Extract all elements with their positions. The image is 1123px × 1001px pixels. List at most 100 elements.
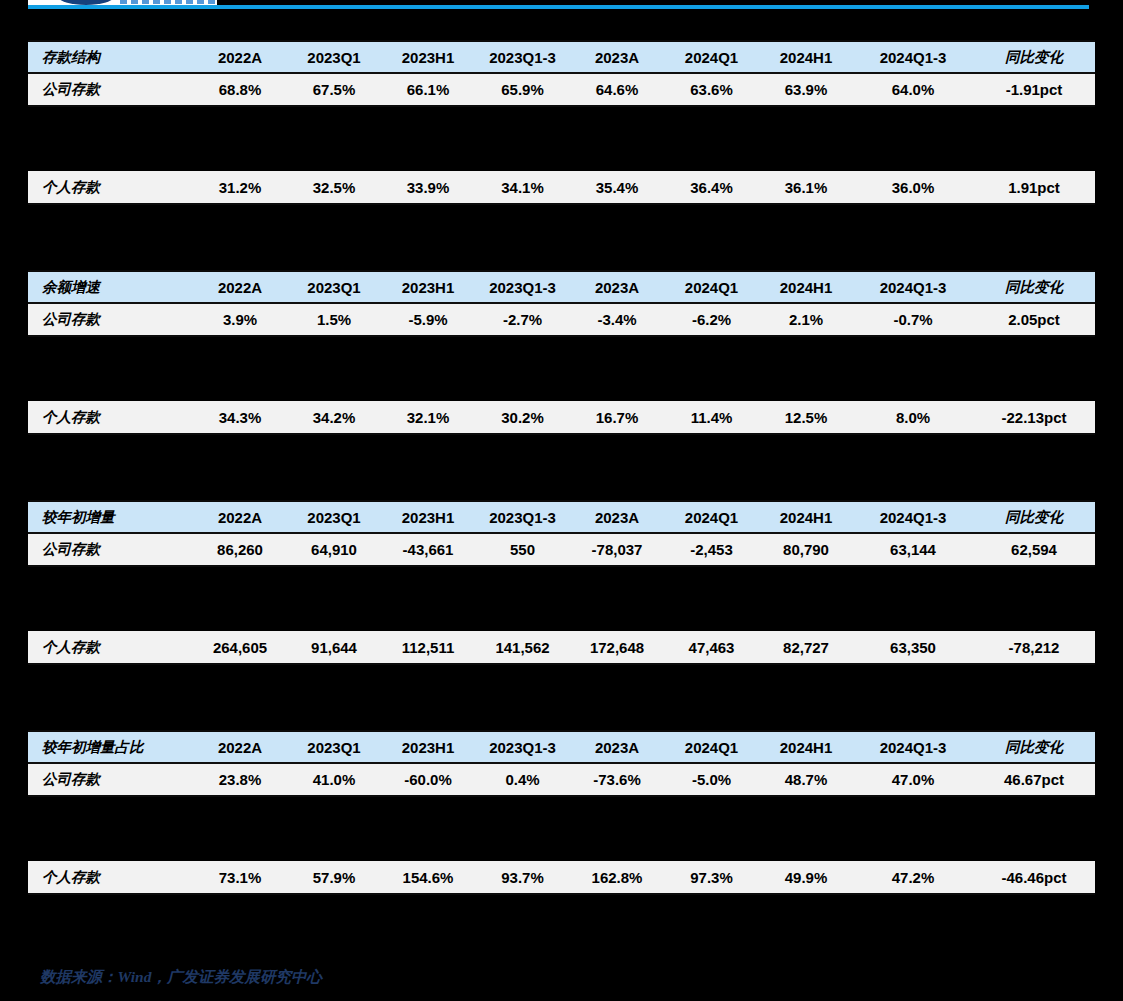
cell-value: -5.0% [664,771,759,788]
table-row-corporate-deposits: 公司存款 23.8% 41.0% -60.0% 0.4% -73.6% -5.0… [28,764,1095,797]
cell-value: 16.7% [570,409,664,426]
cell-value: -5.9% [381,311,475,328]
cell-value: -2,453 [664,541,759,558]
column-header: 2024H1 [759,279,853,296]
cell-value: 48.7% [759,771,853,788]
table-row-personal-deposits: 个人存款 31.2% 32.5% 33.9% 34.1% 35.4% 36.4%… [28,171,1095,205]
column-header: 2023Q1 [287,49,381,66]
column-header: 2022A [193,279,287,296]
cell-value: 68.8% [193,81,287,98]
cell-value: 93.7% [475,869,570,886]
cell-value: 12.5% [759,409,853,426]
cell-value: -78,212 [973,639,1095,656]
cell-value: -22.13pct [973,409,1095,426]
column-header: 2024H1 [759,49,853,66]
cell-value: 32.5% [287,179,381,196]
column-header-yoy: 同比变化 [973,48,1095,67]
cell-value: 32.1% [381,409,475,426]
column-header: 2023Q1 [287,509,381,526]
cell-value: 36.1% [759,179,853,196]
cell-value: 65.9% [475,81,570,98]
table-title: 较年初增量 [28,508,193,527]
cell-value: 82,727 [759,639,853,656]
column-header: 2023H1 [381,49,475,66]
table-row-corporate-deposits: 公司存款 68.8% 67.5% 66.1% 65.9% 64.6% 63.6%… [28,74,1095,107]
cell-value: 86,260 [193,541,287,558]
cell-value: 11.4% [664,409,759,426]
column-header: 2022A [193,739,287,756]
cell-value: 97.3% [664,869,759,886]
cell-value: 8.0% [853,409,973,426]
cell-value: 1.5% [287,311,381,328]
column-header: 2023Q1 [287,279,381,296]
cell-value: 64.6% [570,81,664,98]
cell-value: 47.0% [853,771,973,788]
row-label: 公司存款 [28,80,193,99]
cell-value: 49.9% [759,869,853,886]
cell-value: 2.05pct [973,311,1095,328]
column-header: 2023H1 [381,739,475,756]
table-title: 余额增速 [28,278,193,297]
column-header: 2024Q1-3 [853,49,973,66]
header-divider [28,5,1089,9]
column-header: 2023H1 [381,279,475,296]
table-title: 较年初增量占比 [28,738,193,757]
cell-value: 64.0% [853,81,973,98]
cell-value: 36.4% [664,179,759,196]
cell-value: 33.9% [381,179,475,196]
cell-value: 550 [475,541,570,558]
column-header: 2023Q1-3 [475,49,570,66]
column-header: 2024Q1 [664,279,759,296]
cell-value: 57.9% [287,869,381,886]
cell-value: 91,644 [287,639,381,656]
cell-value: -1.91pct [973,81,1095,98]
column-header-yoy: 同比变化 [973,738,1095,757]
logo-wordmark-icon [120,0,217,4]
table-ytd-increase: 较年初增量 2022A 2023Q1 2023H1 2023Q1-3 2023A… [28,500,1095,665]
cell-value: 172,648 [570,639,664,656]
cell-value: -3.4% [570,311,664,328]
cell-value: 73.1% [193,869,287,886]
cell-value: -46.46pct [973,869,1095,886]
column-header: 2024Q1-3 [853,739,973,756]
row-label: 公司存款 [28,540,193,559]
cell-value: 80,790 [759,541,853,558]
column-header: 2024Q1 [664,49,759,66]
cell-value: 46.67pct [973,771,1095,788]
column-header: 2024Q1-3 [853,279,973,296]
table-row-personal-deposits: 个人存款 34.3% 34.2% 32.1% 30.2% 16.7% 11.4%… [28,401,1095,435]
column-header: 2024Q1-3 [853,509,973,526]
cell-value: 141,562 [475,639,570,656]
column-header: 2023Q1 [287,739,381,756]
cell-value: 63.6% [664,81,759,98]
table-deposit-structure: 存款结构 2022A 2023Q1 2023H1 2023Q1-3 2023A … [28,40,1095,205]
column-header: 2023A [570,49,664,66]
table-ytd-increase-share: 较年初增量占比 2022A 2023Q1 2023H1 2023Q1-3 202… [28,730,1095,895]
cell-value: 62,594 [973,541,1095,558]
cell-value: 63,350 [853,639,973,656]
cell-value: -6.2% [664,311,759,328]
table-title: 存款结构 [28,48,193,67]
cell-value: 31.2% [193,179,287,196]
cell-value: 3.9% [193,311,287,328]
cell-value: -73.6% [570,771,664,788]
cell-value: 63.9% [759,81,853,98]
column-header: 2024Q1 [664,509,759,526]
cell-value: 66.1% [381,81,475,98]
cell-value: -78,037 [570,541,664,558]
column-header: 2023Q1-3 [475,739,570,756]
cell-value: 1.91pct [973,179,1095,196]
table-header-row: 存款结构 2022A 2023Q1 2023H1 2023Q1-3 2023A … [28,40,1095,74]
table-header-row: 较年初增量 2022A 2023Q1 2023H1 2023Q1-3 2023A… [28,500,1095,534]
cell-value: 0.4% [475,771,570,788]
cell-value: 47,463 [664,639,759,656]
column-header: 2024H1 [759,739,853,756]
cell-value: 64,910 [287,541,381,558]
cell-value: 34.2% [287,409,381,426]
cell-value: 34.1% [475,179,570,196]
cell-value: 35.4% [570,179,664,196]
column-header: 2023Q1-3 [475,509,570,526]
cell-value: 112,511 [381,639,475,656]
row-label: 个人存款 [28,638,193,657]
column-header: 2022A [193,49,287,66]
